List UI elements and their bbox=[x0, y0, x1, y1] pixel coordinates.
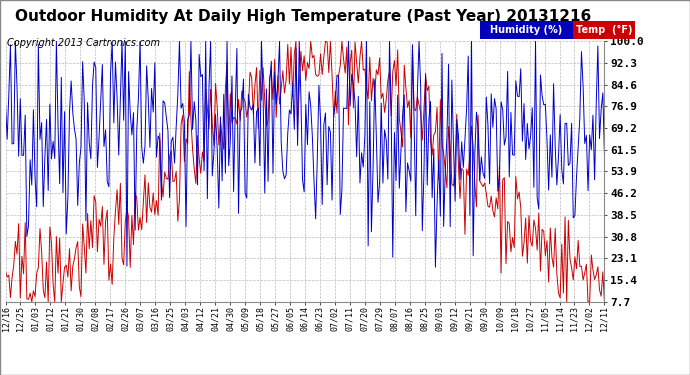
Text: Copyright 2013 Cartronics.com: Copyright 2013 Cartronics.com bbox=[7, 38, 160, 48]
Text: Outdoor Humidity At Daily High Temperature (Past Year) 20131216: Outdoor Humidity At Daily High Temperatu… bbox=[15, 9, 592, 24]
Text: Humidity (%): Humidity (%) bbox=[490, 26, 562, 35]
Text: Temp  (°F): Temp (°F) bbox=[575, 26, 632, 35]
